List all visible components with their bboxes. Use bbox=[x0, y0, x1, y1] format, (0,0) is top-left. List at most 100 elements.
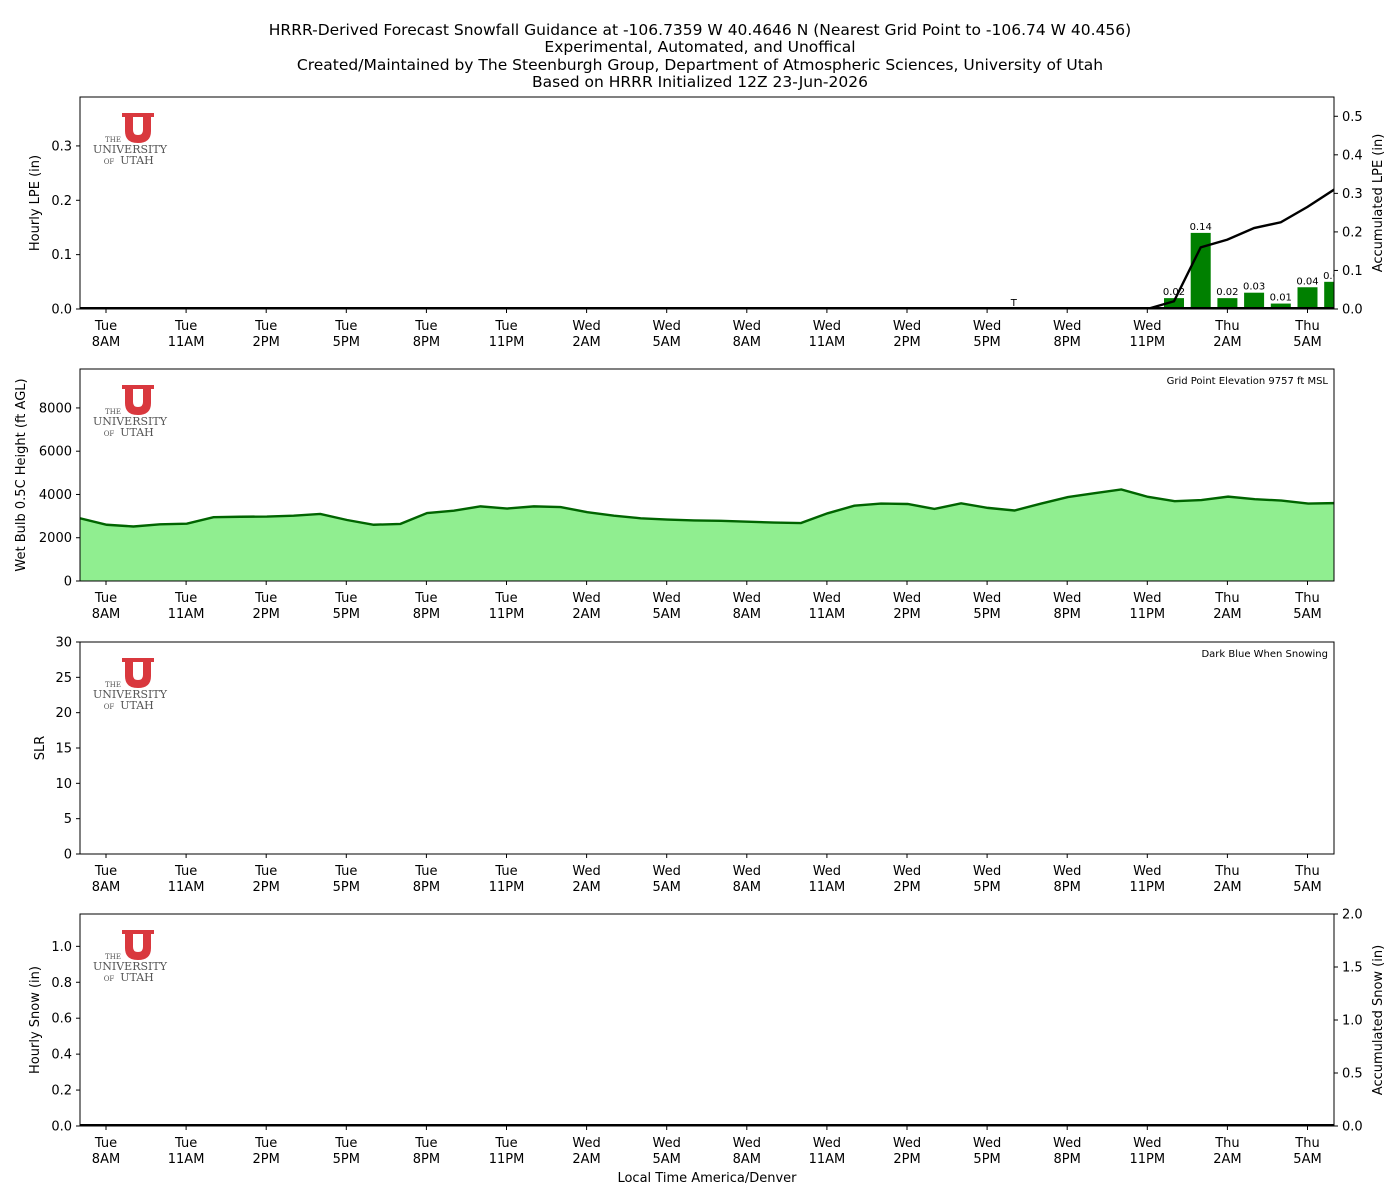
x-tick-label-time: 2PM bbox=[253, 880, 280, 895]
y-tick-label: 2000 bbox=[39, 531, 72, 546]
x-tick-label-day: Thu bbox=[1294, 319, 1319, 334]
y2-axis-label: Accumulated LPE (in) bbox=[1371, 134, 1386, 273]
x-tick-label-time: 5AM bbox=[653, 607, 681, 622]
x-tick-label-time: 11PM bbox=[489, 335, 525, 350]
logo-text-utah: UTAH bbox=[120, 971, 154, 984]
x-tick-label-day: Wed bbox=[733, 1136, 761, 1151]
x-tick-label-time: 8PM bbox=[1054, 1152, 1081, 1167]
x-tick-label-day: Wed bbox=[653, 591, 681, 606]
x-tick-label-day: Wed bbox=[572, 1136, 600, 1151]
x-tick-label-time: 8PM bbox=[413, 880, 440, 895]
x-tick-label-time: 11AM bbox=[168, 1152, 205, 1167]
y-axis-label: Wet Bulb 0.5C Height (ft AGL) bbox=[14, 378, 29, 571]
x-tick-label-day: Tue bbox=[494, 591, 517, 606]
x-tick-label-time: 2AM bbox=[572, 1152, 600, 1167]
y2-tick-label: 0.0 bbox=[1342, 1120, 1363, 1135]
x-tick-label-day: Wed bbox=[813, 591, 841, 606]
x-tick-label-time: 2AM bbox=[572, 607, 600, 622]
x-tick-label-time: 2PM bbox=[253, 335, 280, 350]
x-tick-label-time: 11PM bbox=[1129, 335, 1165, 350]
y-tick-label: 8000 bbox=[39, 401, 72, 416]
y2-tick-label: 0.5 bbox=[1342, 110, 1363, 125]
x-tick-label-day: Wed bbox=[893, 1136, 921, 1151]
x-tick-label-time: 8PM bbox=[413, 607, 440, 622]
x-tick-label-time: 11AM bbox=[168, 880, 205, 895]
lpe-bar bbox=[1190, 232, 1211, 309]
x-tick-label-day: Tue bbox=[174, 319, 197, 334]
y-tick-label: 20 bbox=[55, 706, 72, 721]
y-tick-label: 0.2 bbox=[51, 1084, 72, 1099]
x-tick-label-day: Thu bbox=[1214, 591, 1239, 606]
x-tick-label-time: 11AM bbox=[809, 335, 846, 350]
x-tick-label-time: 11PM bbox=[1129, 1152, 1165, 1167]
title-line-4: Based on HRRR Initialized 12Z 23-Jun-202… bbox=[532, 73, 868, 91]
lpe-bar-label: 0.04 bbox=[1296, 276, 1318, 287]
x-tick-label-day: Tue bbox=[254, 1136, 277, 1151]
x-tick-label-day: Wed bbox=[813, 319, 841, 334]
x-tick-label-time: 8AM bbox=[733, 1152, 761, 1167]
x-axis-label: Local Time America/Denver bbox=[617, 1171, 797, 1186]
logo-text-of: OF bbox=[104, 158, 115, 166]
y-tick-label: 0 bbox=[64, 848, 72, 863]
lpe-bar-label: 0.14 bbox=[1190, 222, 1212, 233]
logo-text-university: UNIVERSITY bbox=[93, 143, 168, 156]
logo-u-shape bbox=[125, 117, 151, 143]
x-tick-label-time: 2PM bbox=[253, 1152, 280, 1167]
x-tick-label-time: 2PM bbox=[893, 335, 920, 350]
x-tick-label-time: 11AM bbox=[809, 880, 846, 895]
x-tick-label-day: Wed bbox=[893, 319, 921, 334]
x-tick-label-time: 5AM bbox=[653, 880, 681, 895]
x-tick-label-time: 11AM bbox=[809, 1152, 846, 1167]
y-tick-label: 0.8 bbox=[51, 976, 72, 991]
x-tick-label-time: 11PM bbox=[489, 607, 525, 622]
logo-text-university: UNIVERSITY bbox=[93, 688, 168, 701]
wet-bulb-line bbox=[80, 488, 1334, 528]
logo-u-top-serif bbox=[122, 113, 154, 117]
logo-u-shape bbox=[125, 389, 151, 415]
y-tick-label: 0.6 bbox=[51, 1012, 72, 1027]
x-tick-label-time: 8PM bbox=[413, 1152, 440, 1167]
lpe-bar-label: 0.01 bbox=[1270, 293, 1292, 304]
x-tick-label-time: 8AM bbox=[92, 335, 120, 350]
x-tick-label-day: Wed bbox=[893, 864, 921, 879]
x-tick-label-day: Tue bbox=[254, 591, 277, 606]
lpe-bar bbox=[1270, 303, 1291, 309]
y2-tick-label: 0.4 bbox=[1342, 148, 1363, 163]
y-axis-label: Hourly LPE (in) bbox=[28, 155, 43, 251]
x-tick-label-day: Wed bbox=[1053, 319, 1081, 334]
trace-marker-label: T bbox=[1010, 298, 1018, 309]
x-tick-label-time: 2AM bbox=[1213, 607, 1241, 622]
x-tick-label-day: Tue bbox=[494, 319, 517, 334]
x-tick-label-day: Wed bbox=[1133, 1136, 1161, 1151]
x-tick-label-day: Wed bbox=[813, 1136, 841, 1151]
x-tick-label-day: Thu bbox=[1294, 591, 1319, 606]
x-tick-label-day: Wed bbox=[1053, 591, 1081, 606]
x-tick-label-day: Wed bbox=[653, 864, 681, 879]
logo-text-of: OF bbox=[104, 975, 115, 983]
x-tick-label-time: 5PM bbox=[973, 880, 1000, 895]
x-tick-label-time: 2AM bbox=[572, 880, 600, 895]
logo-text-the: THE bbox=[105, 408, 121, 416]
x-tick-label-time: 8AM bbox=[92, 607, 120, 622]
x-tick-label-time: 2PM bbox=[893, 607, 920, 622]
x-tick-label-day: Tue bbox=[494, 864, 517, 879]
logo-text-the: THE bbox=[105, 136, 121, 144]
lpe-bar bbox=[1244, 292, 1265, 309]
x-tick-label-day: Thu bbox=[1294, 1136, 1319, 1151]
x-tick-label-day: Wed bbox=[653, 1136, 681, 1151]
x-tick-label-day: Tue bbox=[94, 864, 117, 879]
title-line-3: Created/Maintained by The Steenburgh Gro… bbox=[296, 56, 1104, 74]
y-tick-label: 1.0 bbox=[51, 940, 72, 955]
title-line-2: Experimental, Automated, and Unoffical bbox=[544, 38, 856, 56]
plot-frame bbox=[79, 641, 1335, 855]
x-tick-label-time: 2AM bbox=[572, 335, 600, 350]
x-tick-label-time: 8AM bbox=[733, 607, 761, 622]
lpe-bars: 0.020.140.02 0.030.010.04 0.050.01 bbox=[1163, 222, 1334, 309]
y-tick-label: 0.3 bbox=[51, 139, 72, 154]
x-tick-label-time: 8AM bbox=[733, 335, 761, 350]
logo-u-top-serif bbox=[122, 658, 154, 662]
lpe-bar-label: 0.02 bbox=[1216, 287, 1238, 298]
x-tick-label-day: Wed bbox=[973, 864, 1001, 879]
x-tick-label-time: 5AM bbox=[1293, 335, 1321, 350]
